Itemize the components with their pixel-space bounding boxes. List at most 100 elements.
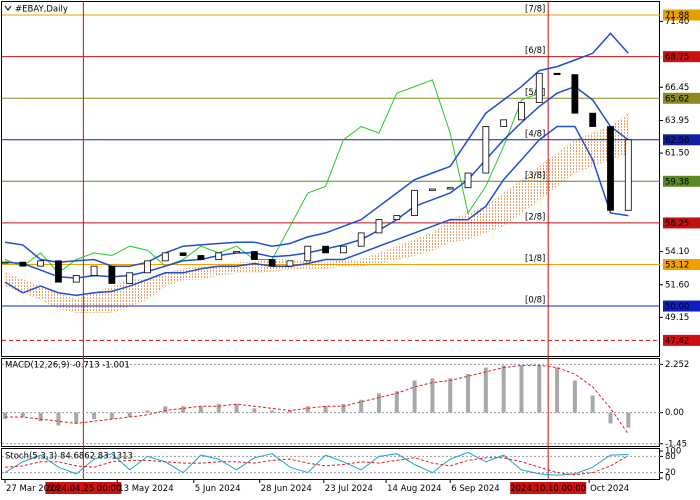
histogram-bar <box>20 412 25 417</box>
marker-box <box>45 482 122 494</box>
level-tag: [6/8] <box>525 46 545 56</box>
level-label: 59.38 <box>665 177 689 187</box>
y-tick-label: 0.00 <box>665 408 684 418</box>
stoch-signal <box>4 455 629 476</box>
chart-title: #EBAY,Daily <box>15 5 68 15</box>
histogram-bar <box>430 378 435 413</box>
candle <box>72 275 80 283</box>
histogram-bar <box>608 412 613 424</box>
level-tag: [0/8] <box>525 296 545 306</box>
candle <box>322 245 329 254</box>
histogram-bar <box>341 404 346 413</box>
candle <box>446 187 454 190</box>
histogram-bar <box>145 410 150 413</box>
level-box <box>663 300 700 312</box>
histogram-bar <box>448 378 453 413</box>
histogram-bar <box>181 406 186 413</box>
candle <box>411 189 419 217</box>
candle <box>357 232 365 247</box>
level-label: 53.12 <box>665 261 689 271</box>
y-tick-label: 2.252 <box>665 360 689 370</box>
candle <box>37 260 45 267</box>
level-tag: [5/8] <box>525 88 545 98</box>
level-tag: [4/8] <box>525 129 545 139</box>
candle <box>55 260 62 283</box>
macd-panel <box>1 358 660 447</box>
level-tag: [2/8] <box>525 212 545 222</box>
candle <box>215 252 223 260</box>
candle <box>339 245 347 254</box>
candle <box>179 252 187 256</box>
histogram-bar <box>216 404 221 413</box>
histogram-bar <box>92 412 97 420</box>
level-box <box>663 51 700 63</box>
y-tick-label: 20 <box>665 468 676 478</box>
candle <box>90 265 98 276</box>
level-box <box>663 9 700 21</box>
x-tick-label: 6 Sep 2024 <box>451 484 499 494</box>
x-tick-label: 5 Jun 2024 <box>195 484 241 494</box>
histogram-bar <box>252 408 257 413</box>
main-panel <box>1 1 660 357</box>
histogram-bar <box>56 412 61 426</box>
stoch-panel <box>1 448 660 480</box>
level-label: 68.75 <box>665 53 689 63</box>
x-tick-label: 27 Mar 2024 <box>6 484 60 494</box>
histogram-bar <box>394 391 399 413</box>
level-box <box>663 92 700 104</box>
histogram-bar <box>376 393 381 413</box>
x-tick-label: 13 May 2024 <box>118 484 173 494</box>
level-label: 56.25 <box>665 219 689 229</box>
histogram-bar <box>3 412 8 420</box>
histogram-bar <box>590 395 595 413</box>
histogram-bar <box>412 380 417 413</box>
level-box <box>663 175 700 187</box>
level-label: 47.42 <box>665 336 689 346</box>
candle <box>197 255 205 260</box>
stoch-main <box>4 451 629 476</box>
histogram-bar <box>626 412 631 428</box>
candle <box>126 272 134 284</box>
histogram-bar <box>198 406 203 413</box>
y-tick-label: -1.45 <box>665 439 687 449</box>
x-tick-label: Oct 2024 <box>590 484 629 494</box>
histogram-bar <box>519 365 524 413</box>
candle <box>553 72 561 76</box>
y-tick-label: 66.45 <box>665 83 689 93</box>
candle <box>500 119 508 127</box>
level-box <box>663 334 700 346</box>
y-tick-label: 51.60 <box>665 280 689 290</box>
x-tick-label: 14 Aug 2024 <box>387 484 441 494</box>
y-tick-label: 80 <box>665 452 676 462</box>
histogram-bar <box>323 406 328 413</box>
candle <box>518 102 525 121</box>
histogram-bar <box>287 410 292 413</box>
level-tag: [7/8] <box>525 5 545 15</box>
candle <box>19 261 27 267</box>
candle <box>108 265 116 284</box>
level-tag: [3/8] <box>525 171 545 181</box>
histogram-bar <box>163 406 168 413</box>
marker-label: 2024.04.25 00:00 <box>45 484 121 494</box>
y-tick-label: 54.10 <box>665 247 689 257</box>
macd-title: MACD(12,26,9) -0.713 -1.001 <box>5 361 130 371</box>
level-label: 50.00 <box>665 302 689 312</box>
y-tick-label: 63.95 <box>665 116 689 126</box>
y-tick-label: 61.50 <box>665 149 689 159</box>
y-tick-label: 100 <box>665 447 681 457</box>
marker-box <box>510 482 587 494</box>
histogram-bar <box>572 380 577 413</box>
signal-line <box>5 364 629 435</box>
candle <box>429 188 436 191</box>
histogram-bar <box>359 399 364 413</box>
level-label: 62.50 <box>665 136 689 146</box>
candle <box>589 112 597 127</box>
candle <box>624 139 632 211</box>
candle <box>607 126 614 211</box>
candle <box>375 219 383 234</box>
candle <box>233 251 240 254</box>
candle <box>250 251 258 260</box>
candle <box>286 260 294 267</box>
marker-label: 2024.10.10 00:00 <box>510 484 586 494</box>
